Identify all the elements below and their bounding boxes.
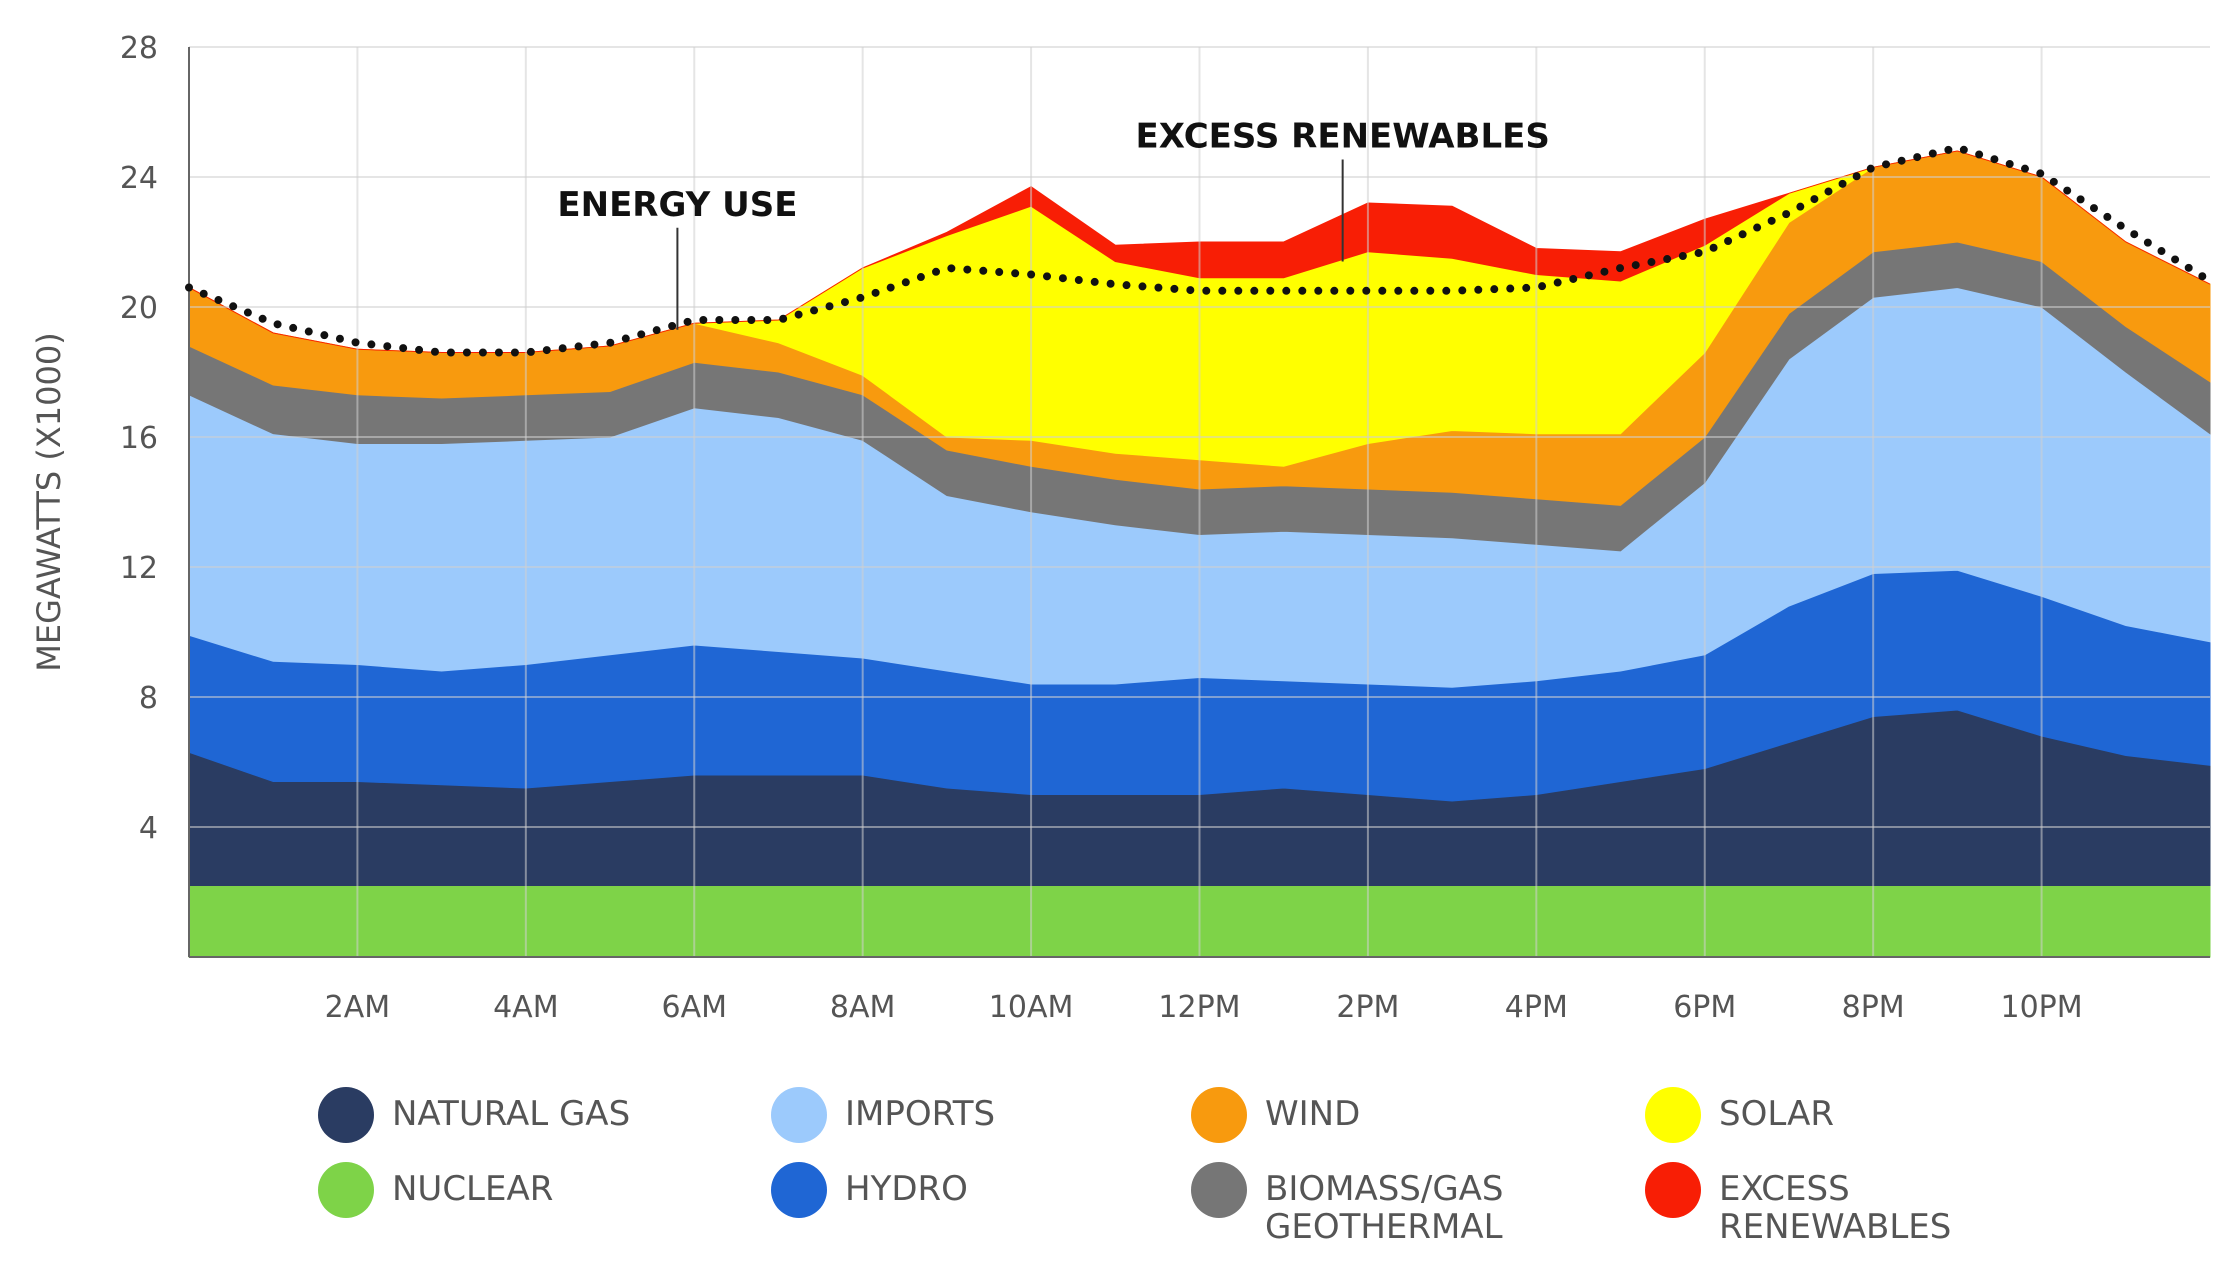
- x-tick-label: 2AM: [325, 990, 391, 1025]
- legend-swatch: [1645, 1087, 1701, 1143]
- legend-label: NATURAL GAS: [392, 1094, 631, 1134]
- y-tick-label: 24: [120, 161, 158, 196]
- x-tick-label: 12PM: [1158, 990, 1240, 1025]
- legend-swatch: [771, 1087, 827, 1143]
- y-axis-label: MEGAWATTS (X1000): [30, 332, 68, 671]
- legend-item-nuclear: NUCLEAR: [318, 1162, 632, 1218]
- y-tick-label: 20: [120, 291, 158, 326]
- legend-item-biomass-geothermal: BIOMASS/GAS GEOTHERMAL: [1191, 1162, 1505, 1247]
- x-tick-label: 4PM: [1505, 990, 1568, 1025]
- legend-label: HYDRO: [845, 1169, 968, 1209]
- x-tick-label: 8PM: [1842, 990, 1905, 1025]
- x-tick-label: 6AM: [662, 990, 728, 1025]
- legend-item-natural-gas: NATURAL GAS: [318, 1087, 632, 1143]
- legend-swatch: [771, 1162, 827, 1218]
- legend-item-solar: SOLAR: [1645, 1087, 1959, 1143]
- x-tick-label: 10AM: [989, 990, 1074, 1025]
- legend-swatch: [1191, 1162, 1247, 1218]
- legend-label: BIOMASS/GAS GEOTHERMAL: [1265, 1169, 1504, 1247]
- x-tick-label: 10PM: [2001, 990, 2083, 1025]
- legend-item-imports: IMPORTS: [771, 1087, 1085, 1143]
- legend-swatch: [318, 1087, 374, 1143]
- legend-item-excess-renewables: EXCESS RENEWABLES: [1645, 1162, 1959, 1247]
- legend-label: SOLAR: [1719, 1094, 1834, 1134]
- annotation-energy-use: ENERGY USE: [557, 185, 797, 225]
- x-tick-label: 4AM: [493, 990, 559, 1025]
- legend-swatch: [1191, 1087, 1247, 1143]
- legend-swatch: [1645, 1162, 1701, 1218]
- y-tick-label: 4: [139, 811, 158, 846]
- legend-label: EXCESS RENEWABLES: [1719, 1169, 1952, 1247]
- x-tick-label: 6PM: [1673, 990, 1736, 1025]
- legend-label: WIND: [1265, 1094, 1361, 1134]
- legend-label: NUCLEAR: [392, 1169, 554, 1209]
- y-tick-label: 28: [120, 31, 158, 66]
- legend-item-wind: WIND: [1191, 1087, 1505, 1143]
- annotation-excess-renewables: EXCESS RENEWABLES: [1135, 117, 1549, 157]
- y-tick-label: 12: [120, 551, 158, 586]
- y-tick-label: 16: [120, 421, 158, 456]
- legend-item-hydro: HYDRO: [771, 1162, 1085, 1218]
- x-tick-label: 8AM: [830, 990, 896, 1025]
- y-tick-label: 8: [139, 681, 158, 716]
- legend-swatch: [318, 1162, 374, 1218]
- chart-legend: NATURAL GAS IMPORTS WIND SOLAR NUCLEAR H…: [318, 1087, 2218, 1265]
- x-tick-label: 2PM: [1336, 990, 1399, 1025]
- energy-use-line: [185, 143, 2214, 357]
- legend-label: IMPORTS: [845, 1094, 996, 1134]
